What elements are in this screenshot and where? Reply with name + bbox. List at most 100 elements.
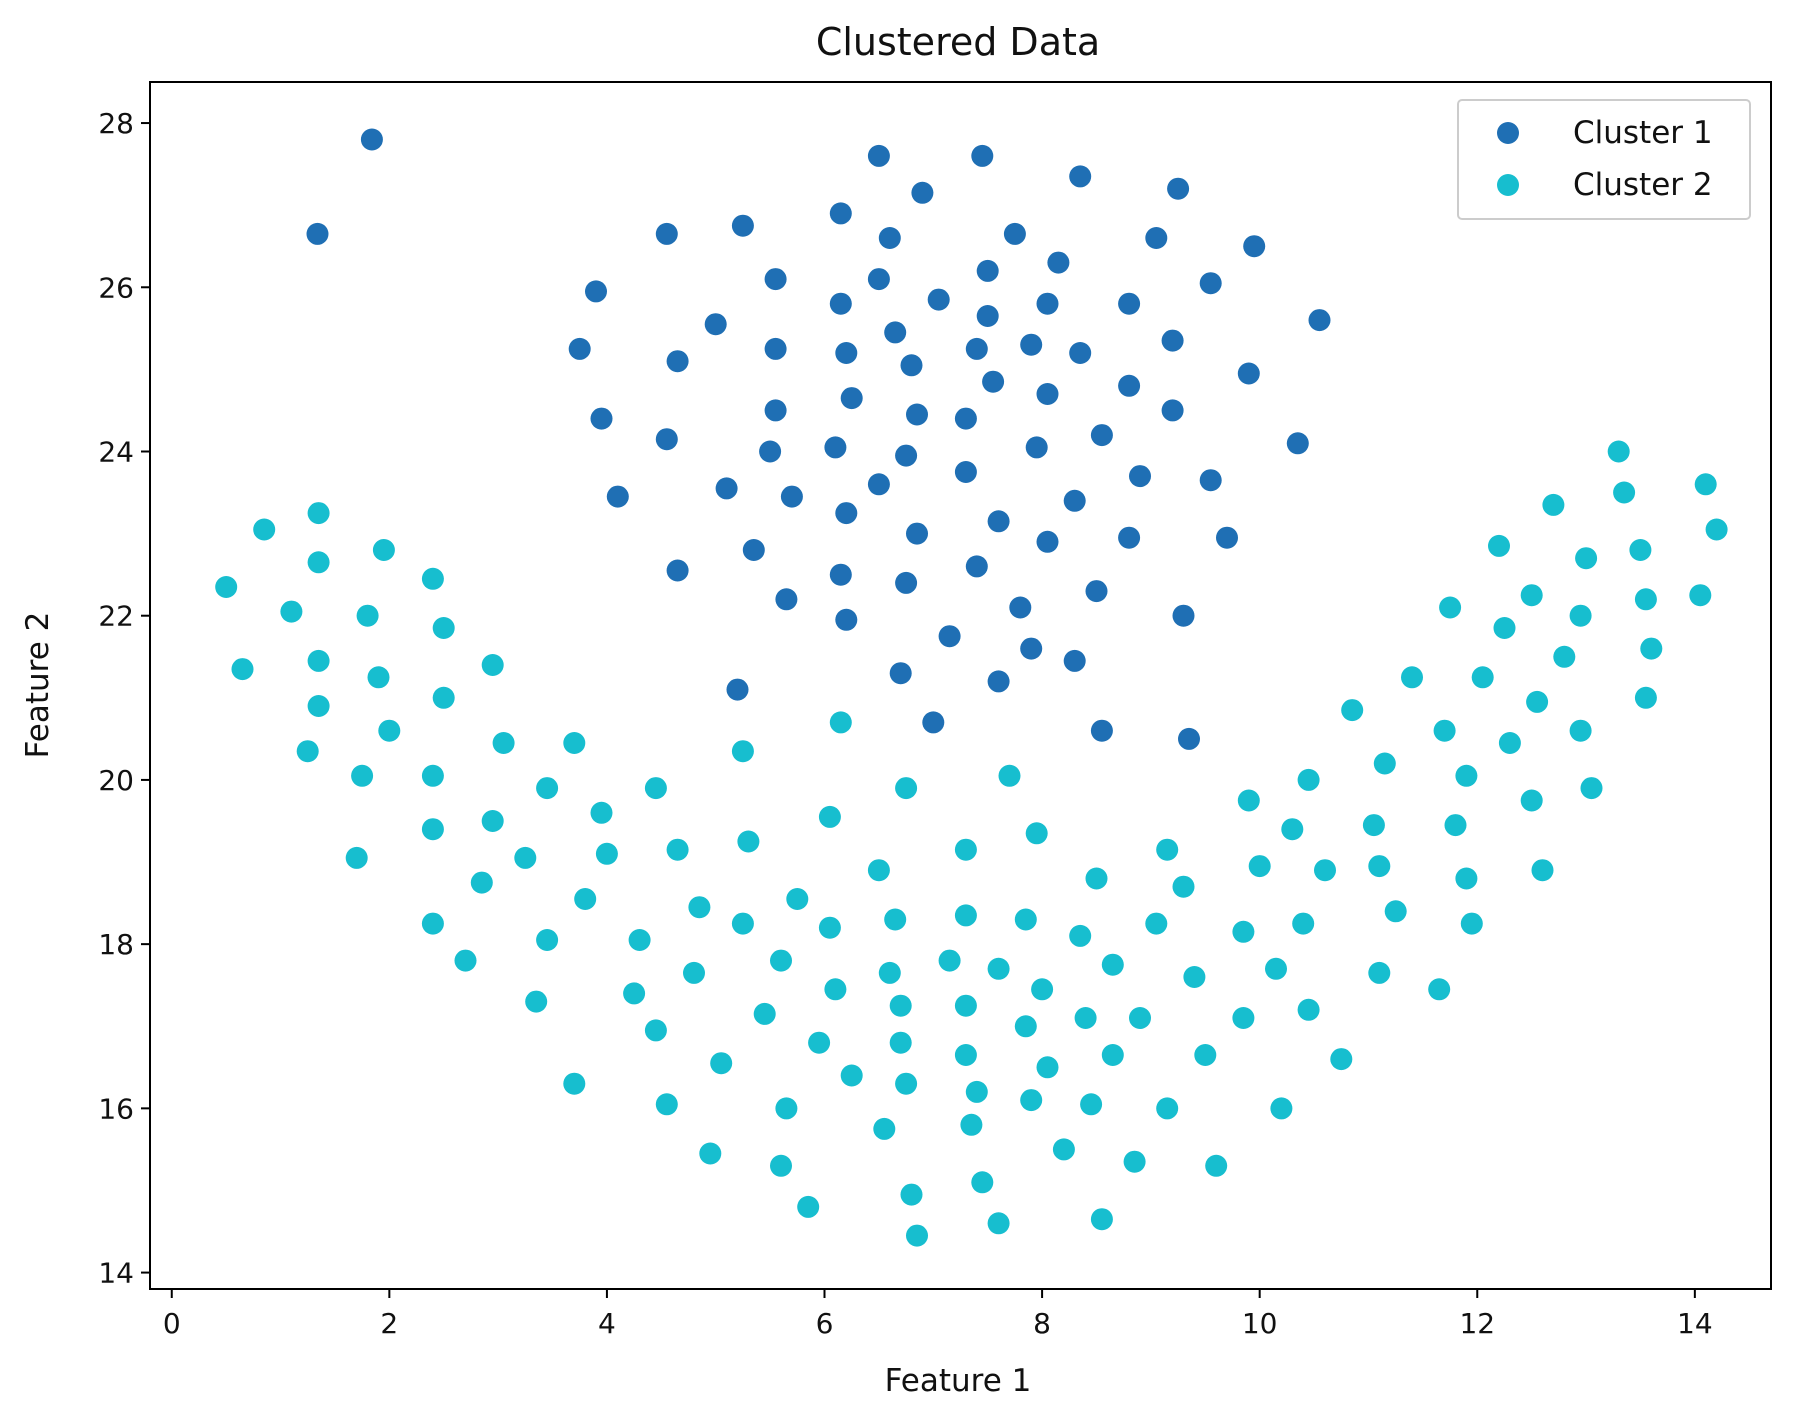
cluster-1-point bbox=[606, 485, 629, 508]
cluster-2-point bbox=[492, 732, 515, 754]
cluster-2-point bbox=[215, 576, 238, 598]
cluster-2-point bbox=[1031, 978, 1054, 1001]
cluster-2-point bbox=[628, 929, 651, 951]
cluster-2-point bbox=[938, 949, 961, 972]
cluster-2-point bbox=[1689, 584, 1712, 607]
legend: Cluster 1 Cluster 2 bbox=[1457, 99, 1751, 220]
cluster-2-point bbox=[688, 896, 711, 919]
cluster-2-point bbox=[470, 871, 493, 894]
cluster-1-point bbox=[971, 144, 994, 167]
cluster-2-point bbox=[1101, 953, 1124, 976]
cluster-1-point bbox=[1069, 342, 1092, 364]
cluster-1-point bbox=[895, 444, 918, 467]
cluster-2-point bbox=[595, 842, 618, 865]
cluster-1-point bbox=[306, 222, 329, 245]
cluster-2-point bbox=[367, 666, 390, 689]
y-tick-label: 16 bbox=[98, 1092, 134, 1125]
cluster-2-point bbox=[1183, 966, 1206, 988]
cluster-1-point bbox=[954, 461, 977, 483]
cluster-2-point bbox=[307, 551, 330, 574]
cluster-2-point bbox=[1237, 789, 1260, 812]
cluster-2-point bbox=[867, 859, 890, 882]
cluster-2-point bbox=[775, 1097, 798, 1120]
cluster-1-point bbox=[867, 268, 890, 291]
cluster-1-point bbox=[829, 292, 852, 315]
cluster-2-point bbox=[1607, 440, 1630, 463]
x-axis-ticks: 0 2 4 6 8 10 12 14 bbox=[163, 1289, 1713, 1340]
cluster-2-point bbox=[699, 1142, 722, 1165]
cluster-2-point bbox=[1439, 596, 1462, 619]
cluster-2-point bbox=[514, 846, 537, 869]
cluster-1-point bbox=[965, 337, 988, 360]
cluster-2-point bbox=[889, 1031, 912, 1054]
cluster-2-point bbox=[296, 740, 319, 763]
x-tick-label: 0 bbox=[163, 1307, 181, 1340]
cluster-2-point bbox=[1281, 818, 1304, 841]
y-axis-label: Feature 2 bbox=[20, 612, 56, 759]
cluster-2-point bbox=[1613, 481, 1636, 504]
y-tick-label: 20 bbox=[98, 764, 134, 797]
legend-marker-cluster-1 bbox=[1497, 122, 1519, 144]
cluster-2-point bbox=[1297, 998, 1320, 1021]
cluster-1-point bbox=[987, 510, 1010, 533]
cluster-1-point bbox=[1172, 604, 1195, 627]
cluster-2-point bbox=[1341, 699, 1364, 722]
cluster-1-point bbox=[829, 563, 852, 586]
cluster-2-point bbox=[345, 846, 368, 869]
cluster-2-point bbox=[1569, 719, 1592, 742]
cluster-1-point bbox=[568, 337, 591, 360]
cluster-2-point bbox=[737, 830, 760, 853]
cluster-1-point bbox=[895, 571, 918, 594]
cluster-2-point bbox=[481, 810, 504, 832]
cluster-2-point bbox=[998, 764, 1021, 787]
cluster-2-point bbox=[1292, 912, 1315, 935]
cluster-2-point bbox=[840, 1064, 863, 1087]
cluster-1-point bbox=[976, 305, 999, 327]
cluster-2-point bbox=[1232, 1007, 1255, 1029]
cluster-1-point bbox=[1036, 292, 1059, 315]
cluster-1-point bbox=[1129, 465, 1151, 488]
cluster-2-point bbox=[563, 732, 586, 754]
cluster-1-point bbox=[726, 678, 749, 701]
cluster-2-point bbox=[770, 949, 792, 972]
cluster-1-point bbox=[835, 502, 858, 525]
cluster-1-point bbox=[867, 144, 890, 167]
cluster-1-point bbox=[1020, 637, 1043, 660]
cluster-2-point bbox=[231, 658, 254, 681]
cluster-2-point bbox=[1025, 822, 1048, 845]
cluster-2-point bbox=[1014, 908, 1037, 931]
cluster-2-point bbox=[536, 777, 559, 800]
cluster-2-point bbox=[1145, 912, 1168, 935]
cluster-2-point bbox=[253, 518, 276, 541]
cluster-2-point bbox=[1368, 855, 1391, 878]
cluster-2-point bbox=[1634, 588, 1657, 611]
cluster-2-point bbox=[873, 1117, 896, 1140]
cluster-1-point bbox=[764, 268, 787, 291]
cluster-1-point bbox=[1118, 526, 1141, 549]
cluster-1-point bbox=[731, 214, 754, 237]
cluster-1-point bbox=[835, 608, 858, 631]
cluster-1-point bbox=[900, 354, 923, 377]
cluster-2-point bbox=[906, 1224, 928, 1247]
cluster-1-point bbox=[1003, 222, 1026, 245]
cluster-1-point bbox=[1090, 424, 1113, 447]
cluster-2-point bbox=[421, 912, 444, 935]
cluster-2-point bbox=[1498, 732, 1521, 754]
cluster-2-point bbox=[954, 1044, 977, 1066]
x-tick-label: 12 bbox=[1459, 1307, 1495, 1340]
cluster-2-point bbox=[1270, 1097, 1293, 1120]
y-tick-label: 14 bbox=[98, 1257, 134, 1290]
cluster-1-point bbox=[764, 399, 787, 422]
x-axis-label: Feature 1 bbox=[885, 1363, 1032, 1399]
cluster-1-point bbox=[987, 670, 1010, 693]
y-axis-ticks: 14 16 18 20 22 24 26 28 bbox=[98, 107, 150, 1290]
cluster-2-point bbox=[1368, 961, 1391, 984]
cluster-1-point bbox=[1025, 436, 1048, 459]
chart-title: Clustered Data bbox=[816, 20, 1100, 64]
cluster-2-point bbox=[731, 912, 754, 935]
cluster-2-point bbox=[954, 838, 977, 861]
cluster-2-point bbox=[1640, 637, 1663, 660]
cluster-2-point bbox=[1520, 789, 1543, 812]
x-tick-label: 6 bbox=[816, 1307, 834, 1340]
cluster-1-point bbox=[824, 436, 847, 459]
